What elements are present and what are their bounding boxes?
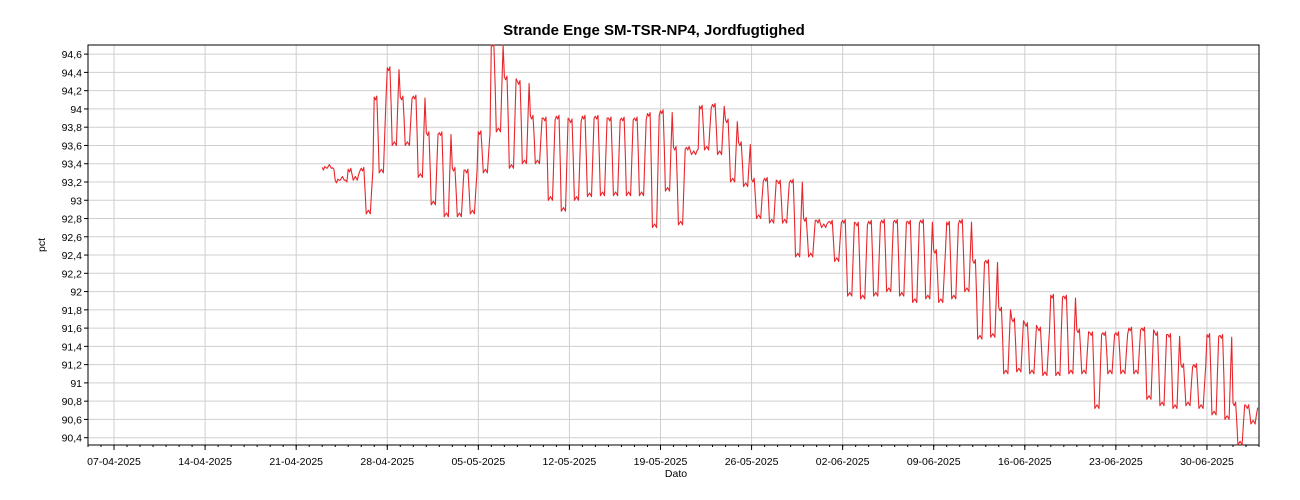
x-tick-label: 14-04-2025 <box>178 456 232 468</box>
x-tick-label: 12-05-2025 <box>543 456 597 468</box>
x-tick-label: 16-06-2025 <box>998 456 1052 468</box>
y-axis-label: pct <box>36 238 48 252</box>
grid <box>88 45 1259 445</box>
x-tick-label: 09-06-2025 <box>907 456 961 468</box>
x-tick-label: 02-06-2025 <box>816 456 870 468</box>
y-tick-label: 94,6 <box>62 49 83 61</box>
x-tick-label: 21-04-2025 <box>269 456 323 468</box>
y-tick-label: 91,6 <box>62 323 83 335</box>
y-tick-label: 91,4 <box>62 341 83 353</box>
y-axis-ticks: 90,4 90,6 90,8 91 91,2 91,4 91,6 91,8 92 92,2 92,4… <box>62 49 88 445</box>
y-tick-label: 93,8 <box>62 122 83 134</box>
y-tick-label: 91,2 <box>62 360 83 372</box>
y-tick-label: 93,4 <box>62 159 83 171</box>
y-tick-label: 92,8 <box>62 214 83 226</box>
y-tick-label: 92 <box>70 287 82 299</box>
x-axis-label: Dato <box>665 468 687 480</box>
series-line <box>321 44 1259 446</box>
x-axis-ticks: 07-04-2025 14-04-2025 21-04-2025 28-04-2025… <box>87 445 1260 468</box>
y-tick-label: 93 <box>70 195 82 207</box>
x-tick-label: 19-05-2025 <box>634 456 688 468</box>
chart-title: Strande Enge SM-TSR-NP4, Jordfugtighed <box>503 22 805 39</box>
x-tick-label: 05-05-2025 <box>451 456 505 468</box>
y-tick-label: 91,8 <box>62 305 83 317</box>
y-tick-label: 90,8 <box>62 396 83 408</box>
y-tick-label: 93,6 <box>62 140 83 152</box>
plot-frame <box>87 44 1260 446</box>
y-tick-label: 94 <box>70 104 82 116</box>
x-tick-label: 07-04-2025 <box>87 456 141 468</box>
y-tick-label: 94,2 <box>62 86 83 98</box>
y-tick-label: 92,6 <box>62 232 83 244</box>
x-tick-label: 23-06-2025 <box>1089 456 1143 468</box>
y-tick-label: 90,4 <box>62 433 83 445</box>
y-tick-label: 90,6 <box>62 414 83 426</box>
y-tick-label: 92,2 <box>62 268 83 280</box>
y-tick-label: 92,4 <box>62 250 83 262</box>
x-tick-label: 28-04-2025 <box>360 456 414 468</box>
x-tick-label: 26-05-2025 <box>725 456 779 468</box>
y-tick-label: 91 <box>70 378 82 390</box>
y-tick-label: 93,2 <box>62 177 83 189</box>
x-tick-label: 30-06-2025 <box>1180 456 1234 468</box>
series-layer <box>321 44 1259 446</box>
y-tick-label: 94,4 <box>62 67 83 79</box>
